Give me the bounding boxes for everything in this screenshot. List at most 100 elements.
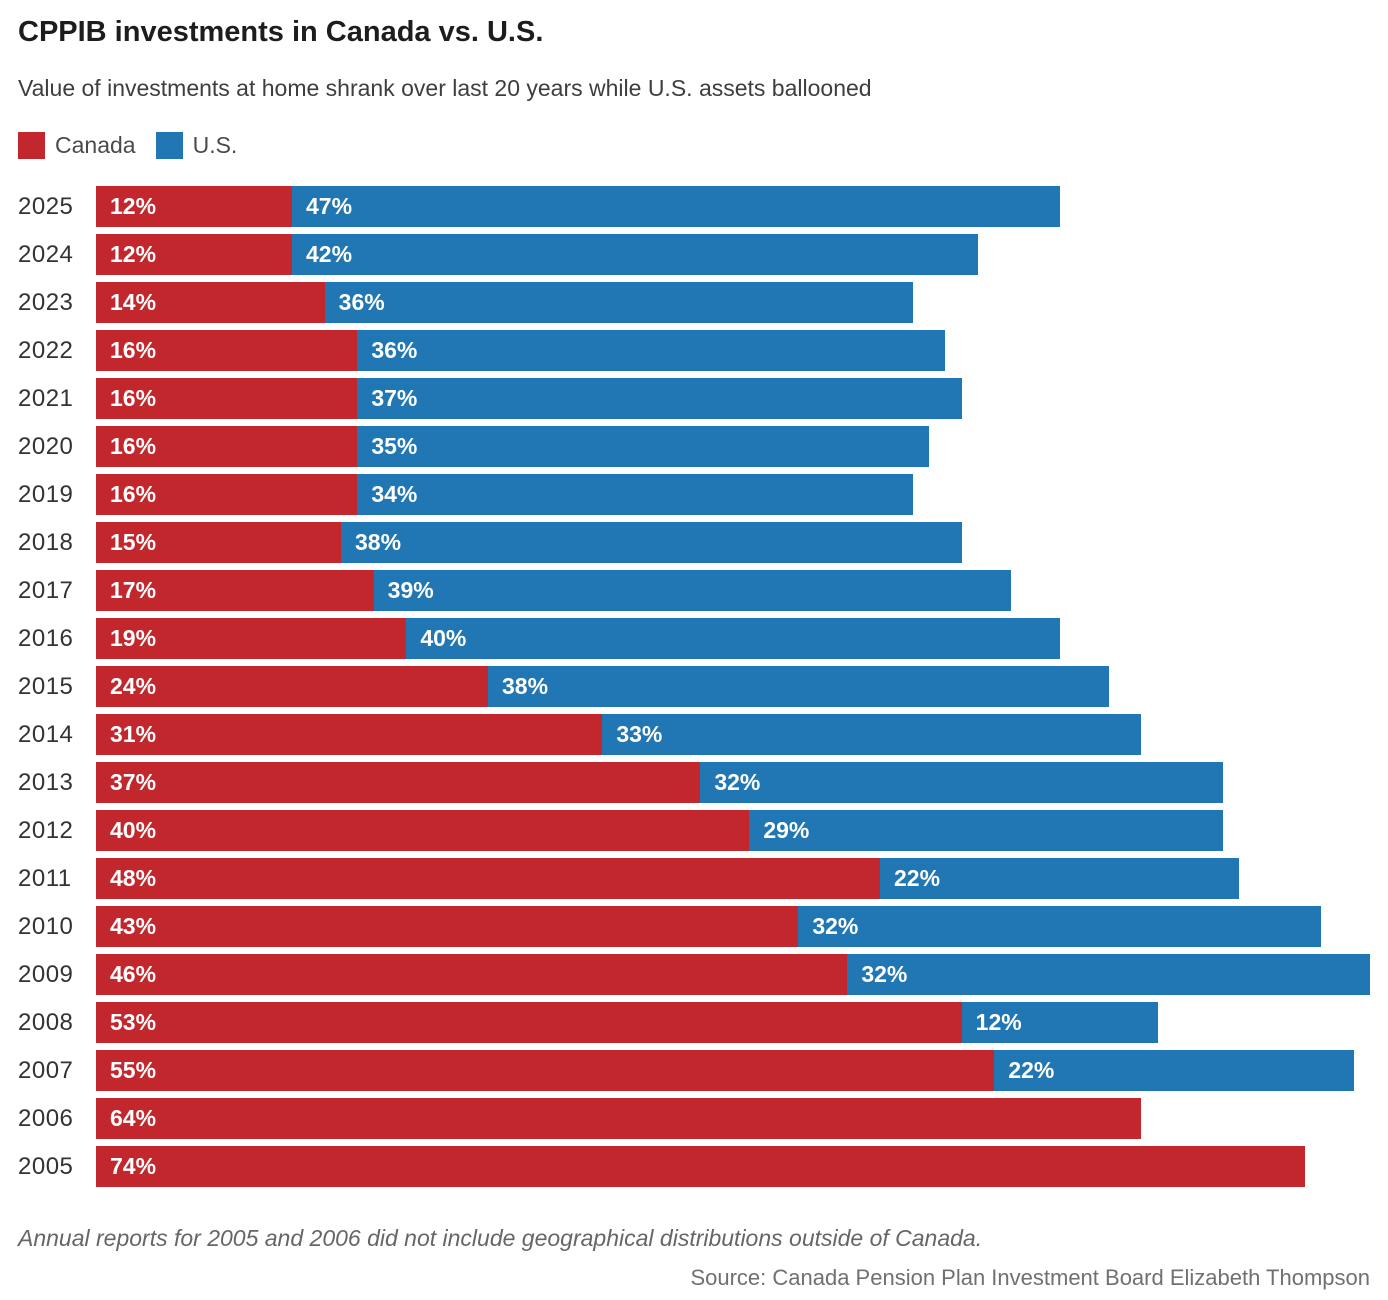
bar-segment-canada: 24% (96, 666, 488, 708)
bar-segment-canada: 15% (96, 522, 341, 564)
bar-segment-us: 32% (847, 954, 1370, 996)
bar-value-label: 17% (110, 577, 157, 604)
bar-value-label: 29% (763, 817, 810, 844)
bar-segment-us: 38% (341, 522, 962, 564)
bar-track: 24% 38% (96, 666, 1370, 708)
bar-segment-canada: 16% (96, 426, 358, 468)
bar-segment-us: 36% (324, 282, 913, 324)
bar-segment-canada: 74% (96, 1146, 1305, 1188)
legend-item-us: U.S. (155, 132, 238, 160)
year-label: 2007 (18, 1056, 74, 1084)
year-label: 2008 (18, 1008, 74, 1036)
legend-item-canada: Canada (18, 132, 136, 160)
year-label: 2024 (18, 240, 74, 268)
bar-track: 15% 38% (96, 522, 1370, 564)
bar-track: 48% 22% (96, 858, 1370, 900)
bar-track: 64% (96, 1098, 1370, 1140)
chart-row: 2023 14% 36% (18, 282, 1370, 324)
bar-segment-canada: 16% (96, 474, 358, 516)
year-label: 2011 (18, 864, 72, 892)
bar-segment-canada: 16% (96, 330, 358, 372)
bar-value-label: 40% (110, 817, 157, 844)
bar-value-label: 40% (420, 625, 467, 652)
chart-row: 2012 40% 29% (18, 810, 1370, 852)
bar-track: 16% 34% (96, 474, 1370, 516)
bar-value-label: 31% (110, 721, 157, 748)
chart-title: CPPIB investments in Canada vs. U.S. (18, 16, 544, 48)
bar-track: 16% 35% (96, 426, 1370, 468)
bar-value-label: 55% (110, 1057, 157, 1084)
bar-segment-us: 38% (488, 666, 1109, 708)
bar-value-label: 37% (371, 385, 418, 412)
bar-value-label: 46% (110, 961, 157, 988)
legend: Canada U.S. (18, 132, 1370, 160)
bar-segment-us: 47% (292, 186, 1060, 228)
bar-value-label: 43% (110, 913, 157, 940)
bar-segment-us: 39% (373, 570, 1011, 612)
year-label: 2019 (18, 480, 74, 508)
bar-track: 46% 32% (96, 954, 1370, 996)
bar-segment-canada: 14% (96, 282, 325, 324)
bar-value-label: 12% (110, 193, 157, 220)
bar-segment-canada: 37% (96, 762, 701, 804)
chart-row: 2013 37% 32% (18, 762, 1370, 804)
chart-row: 2020 16% 35% (18, 426, 1370, 468)
us-swatch-icon (155, 132, 183, 160)
bar-value-label: 42% (306, 241, 353, 268)
bar-value-label: 36% (371, 337, 418, 364)
chart-row: 2016 19% 40% (18, 618, 1370, 660)
chart-row: 2014 31% 33% (18, 714, 1370, 756)
chart-row: 2006 64% (18, 1098, 1370, 1140)
bar-value-label: 34% (371, 481, 418, 508)
year-label: 2020 (18, 432, 74, 460)
bar-segment-canada: 12% (96, 186, 292, 228)
bar-segment-us: 12% (961, 1002, 1158, 1044)
chart-row: 2022 16% 36% (18, 330, 1370, 372)
bar-segment-canada: 16% (96, 378, 358, 420)
bar-segment-canada: 55% (96, 1050, 995, 1092)
chart-row: 2017 17% 39% (18, 570, 1370, 612)
year-label: 2017 (18, 576, 74, 604)
legend-label-us: U.S. (192, 132, 238, 159)
bar-value-label: 74% (110, 1153, 157, 1180)
bar-value-label: 22% (1008, 1057, 1055, 1084)
bar-value-label: 38% (355, 529, 402, 556)
bar-segment-canada: 12% (96, 234, 292, 276)
source-line: Source: Canada Pension Plan Investment B… (690, 1265, 1370, 1291)
year-label: 2005 (18, 1152, 74, 1180)
bar-track: 31% 33% (96, 714, 1370, 756)
bar-value-label: 14% (110, 289, 157, 316)
bar-value-label: 22% (894, 865, 941, 892)
bar-value-label: 48% (110, 865, 157, 892)
chart-row: 2005 74% (18, 1146, 1370, 1188)
bar-value-label: 33% (616, 721, 663, 748)
bar-track: 12% 42% (96, 234, 1370, 276)
bar-track: 16% 36% (96, 330, 1370, 372)
canada-swatch-icon (18, 132, 45, 160)
chart-row: 2015 24% 38% (18, 666, 1370, 708)
bar-track: 74% (96, 1146, 1370, 1188)
chart-row: 2025 12% 47% (18, 186, 1370, 228)
chart-row: 2024 12% 42% (18, 234, 1370, 276)
bar-segment-canada: 43% (96, 906, 799, 948)
year-label: 2016 (18, 624, 74, 652)
bar-value-label: 32% (714, 769, 761, 796)
bar-value-label: 16% (110, 433, 157, 460)
bar-value-label: 16% (110, 337, 157, 364)
bar-segment-canada: 64% (96, 1098, 1142, 1140)
bar-value-label: 32% (861, 961, 908, 988)
bar-segment-canada: 46% (96, 954, 848, 996)
bar-segment-us: 29% (749, 810, 1223, 852)
year-label: 2010 (18, 912, 74, 940)
year-label: 2018 (18, 528, 74, 556)
bar-track: 53% 12% (96, 1002, 1370, 1044)
bar-value-label: 16% (110, 385, 157, 412)
bar-track: 17% 39% (96, 570, 1370, 612)
bar-segment-us: 42% (292, 234, 978, 276)
bar-segment-us: 35% (357, 426, 929, 468)
bar-value-label: 15% (110, 529, 157, 556)
bar-value-label: 36% (338, 289, 385, 316)
bar-value-label: 64% (110, 1105, 157, 1132)
chart-row: 2008 53% 12% (18, 1002, 1370, 1044)
